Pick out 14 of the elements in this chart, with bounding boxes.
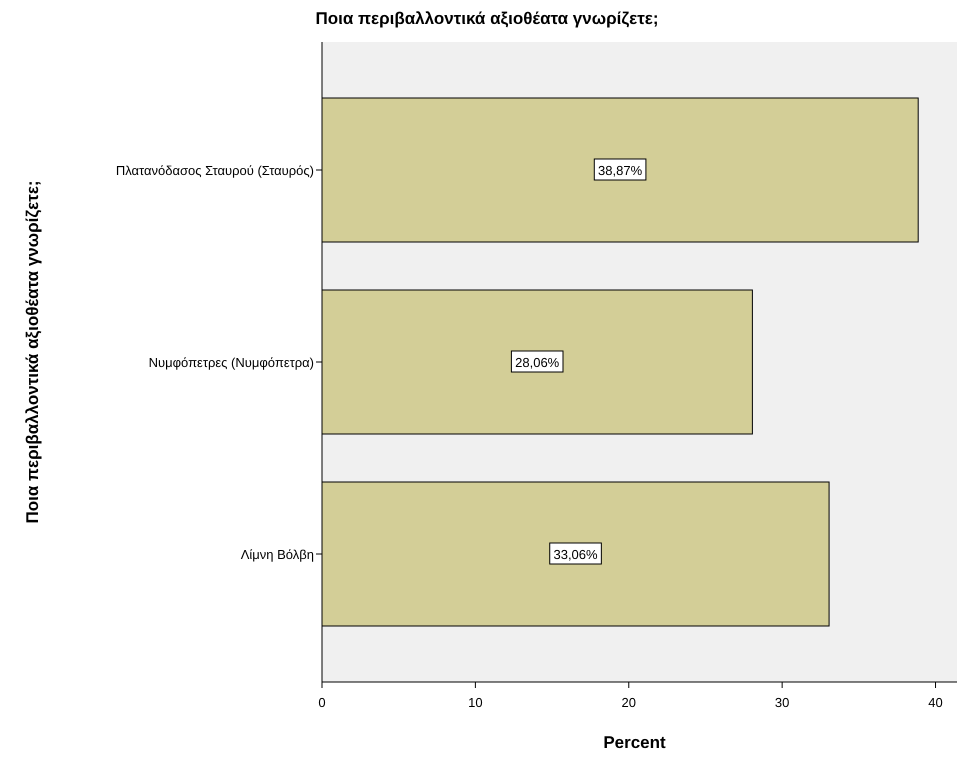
y-tick-label: Λίμνη Βόλβη: [240, 547, 314, 562]
x-tick-label: 10: [468, 695, 483, 710]
x-tick-label: 0: [318, 695, 326, 710]
data-label: 28,06%: [515, 355, 560, 370]
y-tick-label: Νυμφόπετρες (Νυμφόπετρα): [148, 355, 314, 370]
data-label: 38,87%: [598, 163, 643, 178]
chart-title: Ποια περιβαλλοντικά αξιοθέατα γνωρίζετε;: [315, 9, 659, 28]
y-axis-title: Ποια περιβαλλοντικά αξιοθέατα γνωρίζετε;: [23, 180, 42, 524]
x-axis-title: Percent: [603, 733, 666, 752]
x-tick-label: 40: [928, 695, 943, 710]
data-label: 33,06%: [553, 547, 598, 562]
x-tick-label: 30: [774, 695, 790, 710]
x-tick-label: 20: [622, 695, 636, 710]
y-tick-label: Πλατανόδασος Σταυρού (Σταυρός): [116, 163, 314, 178]
